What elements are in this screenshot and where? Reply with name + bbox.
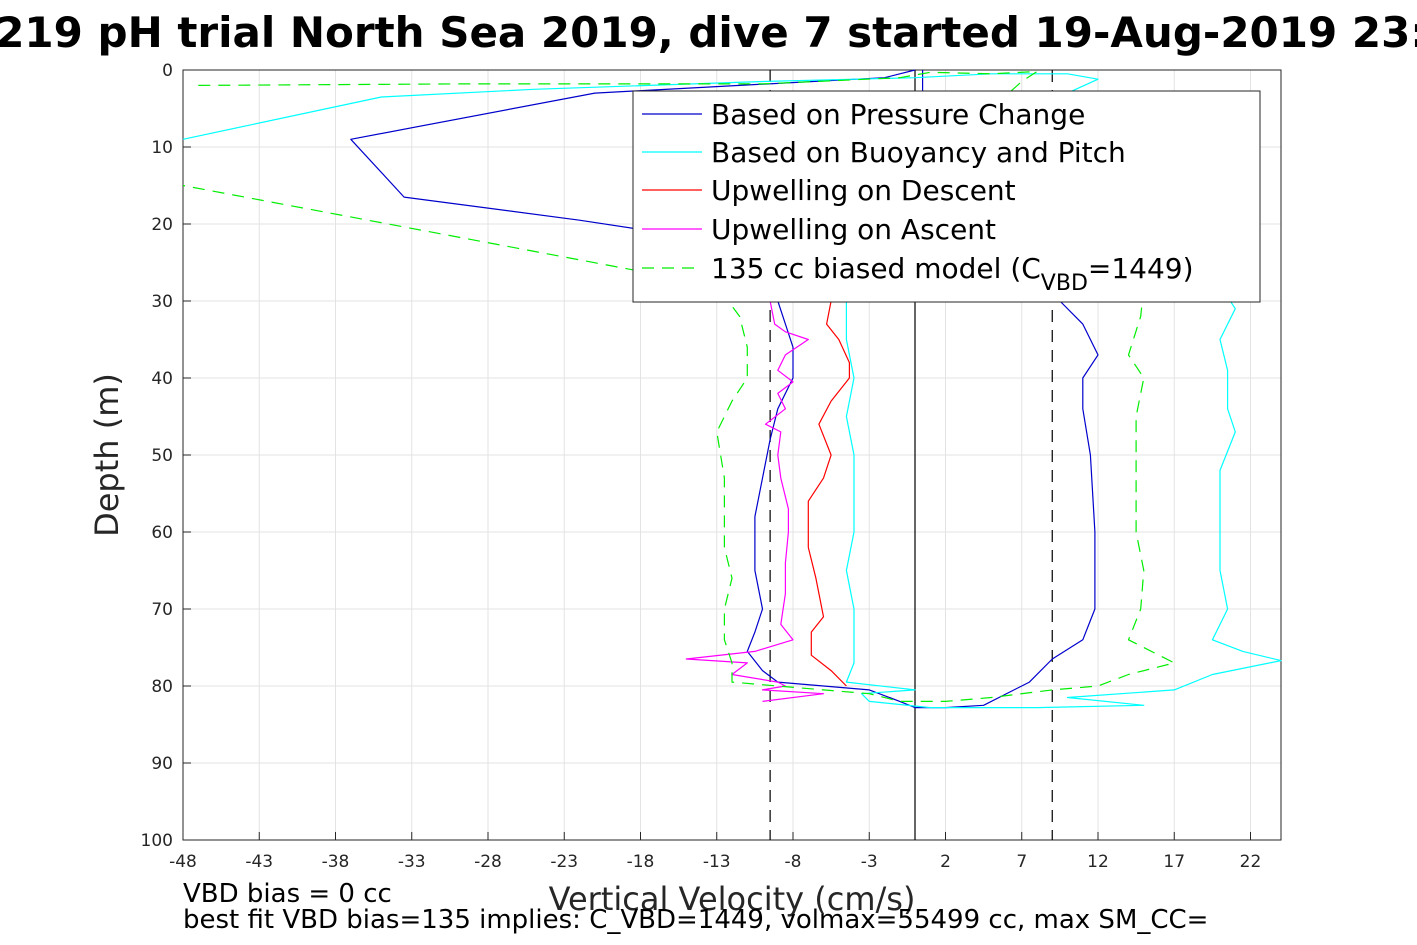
x-tick-label: -8 (785, 852, 802, 872)
legend-label-buoyancy: Based on Buoyancy and Pitch (711, 136, 1126, 169)
y-tick-label: 20 (151, 215, 173, 235)
series-line-3 (807, 300, 851, 687)
x-tick-label: 17 (1163, 852, 1185, 872)
legend: Based on Pressure Change Based on Buoyan… (632, 90, 1261, 303)
y-tick-label: 60 (151, 523, 173, 543)
legend-label-model-tail: =1449) (1088, 252, 1194, 285)
x-tick-label: -23 (550, 852, 578, 872)
legend-label-model: 135 cc biased model (CVBD=1449) (711, 252, 1194, 296)
x-tick-label: 22 (1240, 852, 1262, 872)
footer-line-2: best fit VBD bias=135 implies: C_VBD=144… (183, 905, 1208, 935)
y-tick-label: 100 (141, 831, 173, 851)
x-tick-label: -38 (322, 852, 350, 872)
x-tick-label: -18 (627, 852, 655, 872)
x-tick-label: 12 (1087, 852, 1109, 872)
y-tick-label: 30 (151, 292, 173, 312)
x-tick-label: 7 (1016, 852, 1027, 872)
x-tick-label: -33 (398, 852, 426, 872)
x-tick-label: -43 (245, 852, 273, 872)
x-tick-label: -13 (703, 852, 731, 872)
y-tick-label: 70 (151, 600, 173, 620)
y-tick-label: 90 (151, 754, 173, 774)
x-tick-labels: -48 -43 -38 -33 -28 -23 -18 -13 -8 -3 2 7 12 17 22 (169, 852, 1261, 872)
y-tick-label: 50 (151, 446, 173, 466)
y-tick-label: 10 (151, 138, 173, 158)
x-tick-label: -3 (861, 852, 878, 872)
y-tick-label: 40 (151, 369, 173, 389)
plot-frame (182, 69, 1282, 841)
y-axis-label: Depth (m) (88, 373, 126, 537)
chart-title: SG219 pH trial North Sea 2019, dive 7 st… (0, 8, 1417, 57)
x-tick-label: 2 (940, 852, 951, 872)
series-line-4 (685, 300, 825, 702)
y-tick-label: 80 (151, 677, 173, 697)
legend-label-ascent: Upwelling on Ascent (711, 213, 996, 246)
y-tick-labels: 0 10 20 30 40 50 60 70 80 90 100 (141, 61, 173, 851)
legend-label-pressure: Based on Pressure Change (711, 98, 1085, 131)
legend-box (632, 90, 1261, 303)
x-tick-label: -28 (474, 852, 502, 872)
legend-label-model-main: 135 cc biased model (C (711, 252, 1041, 285)
x-axis-label: Vertical Velocity (cm/s) (549, 880, 916, 918)
y-tick-label: 0 (162, 61, 173, 81)
legend-label-model-sub: VBD (1041, 271, 1088, 296)
x-tick-label: -48 (169, 852, 197, 872)
footer-line-1: VBD bias = 0 cc (183, 879, 392, 909)
legend-label-descent: Upwelling on Descent (711, 174, 1016, 207)
